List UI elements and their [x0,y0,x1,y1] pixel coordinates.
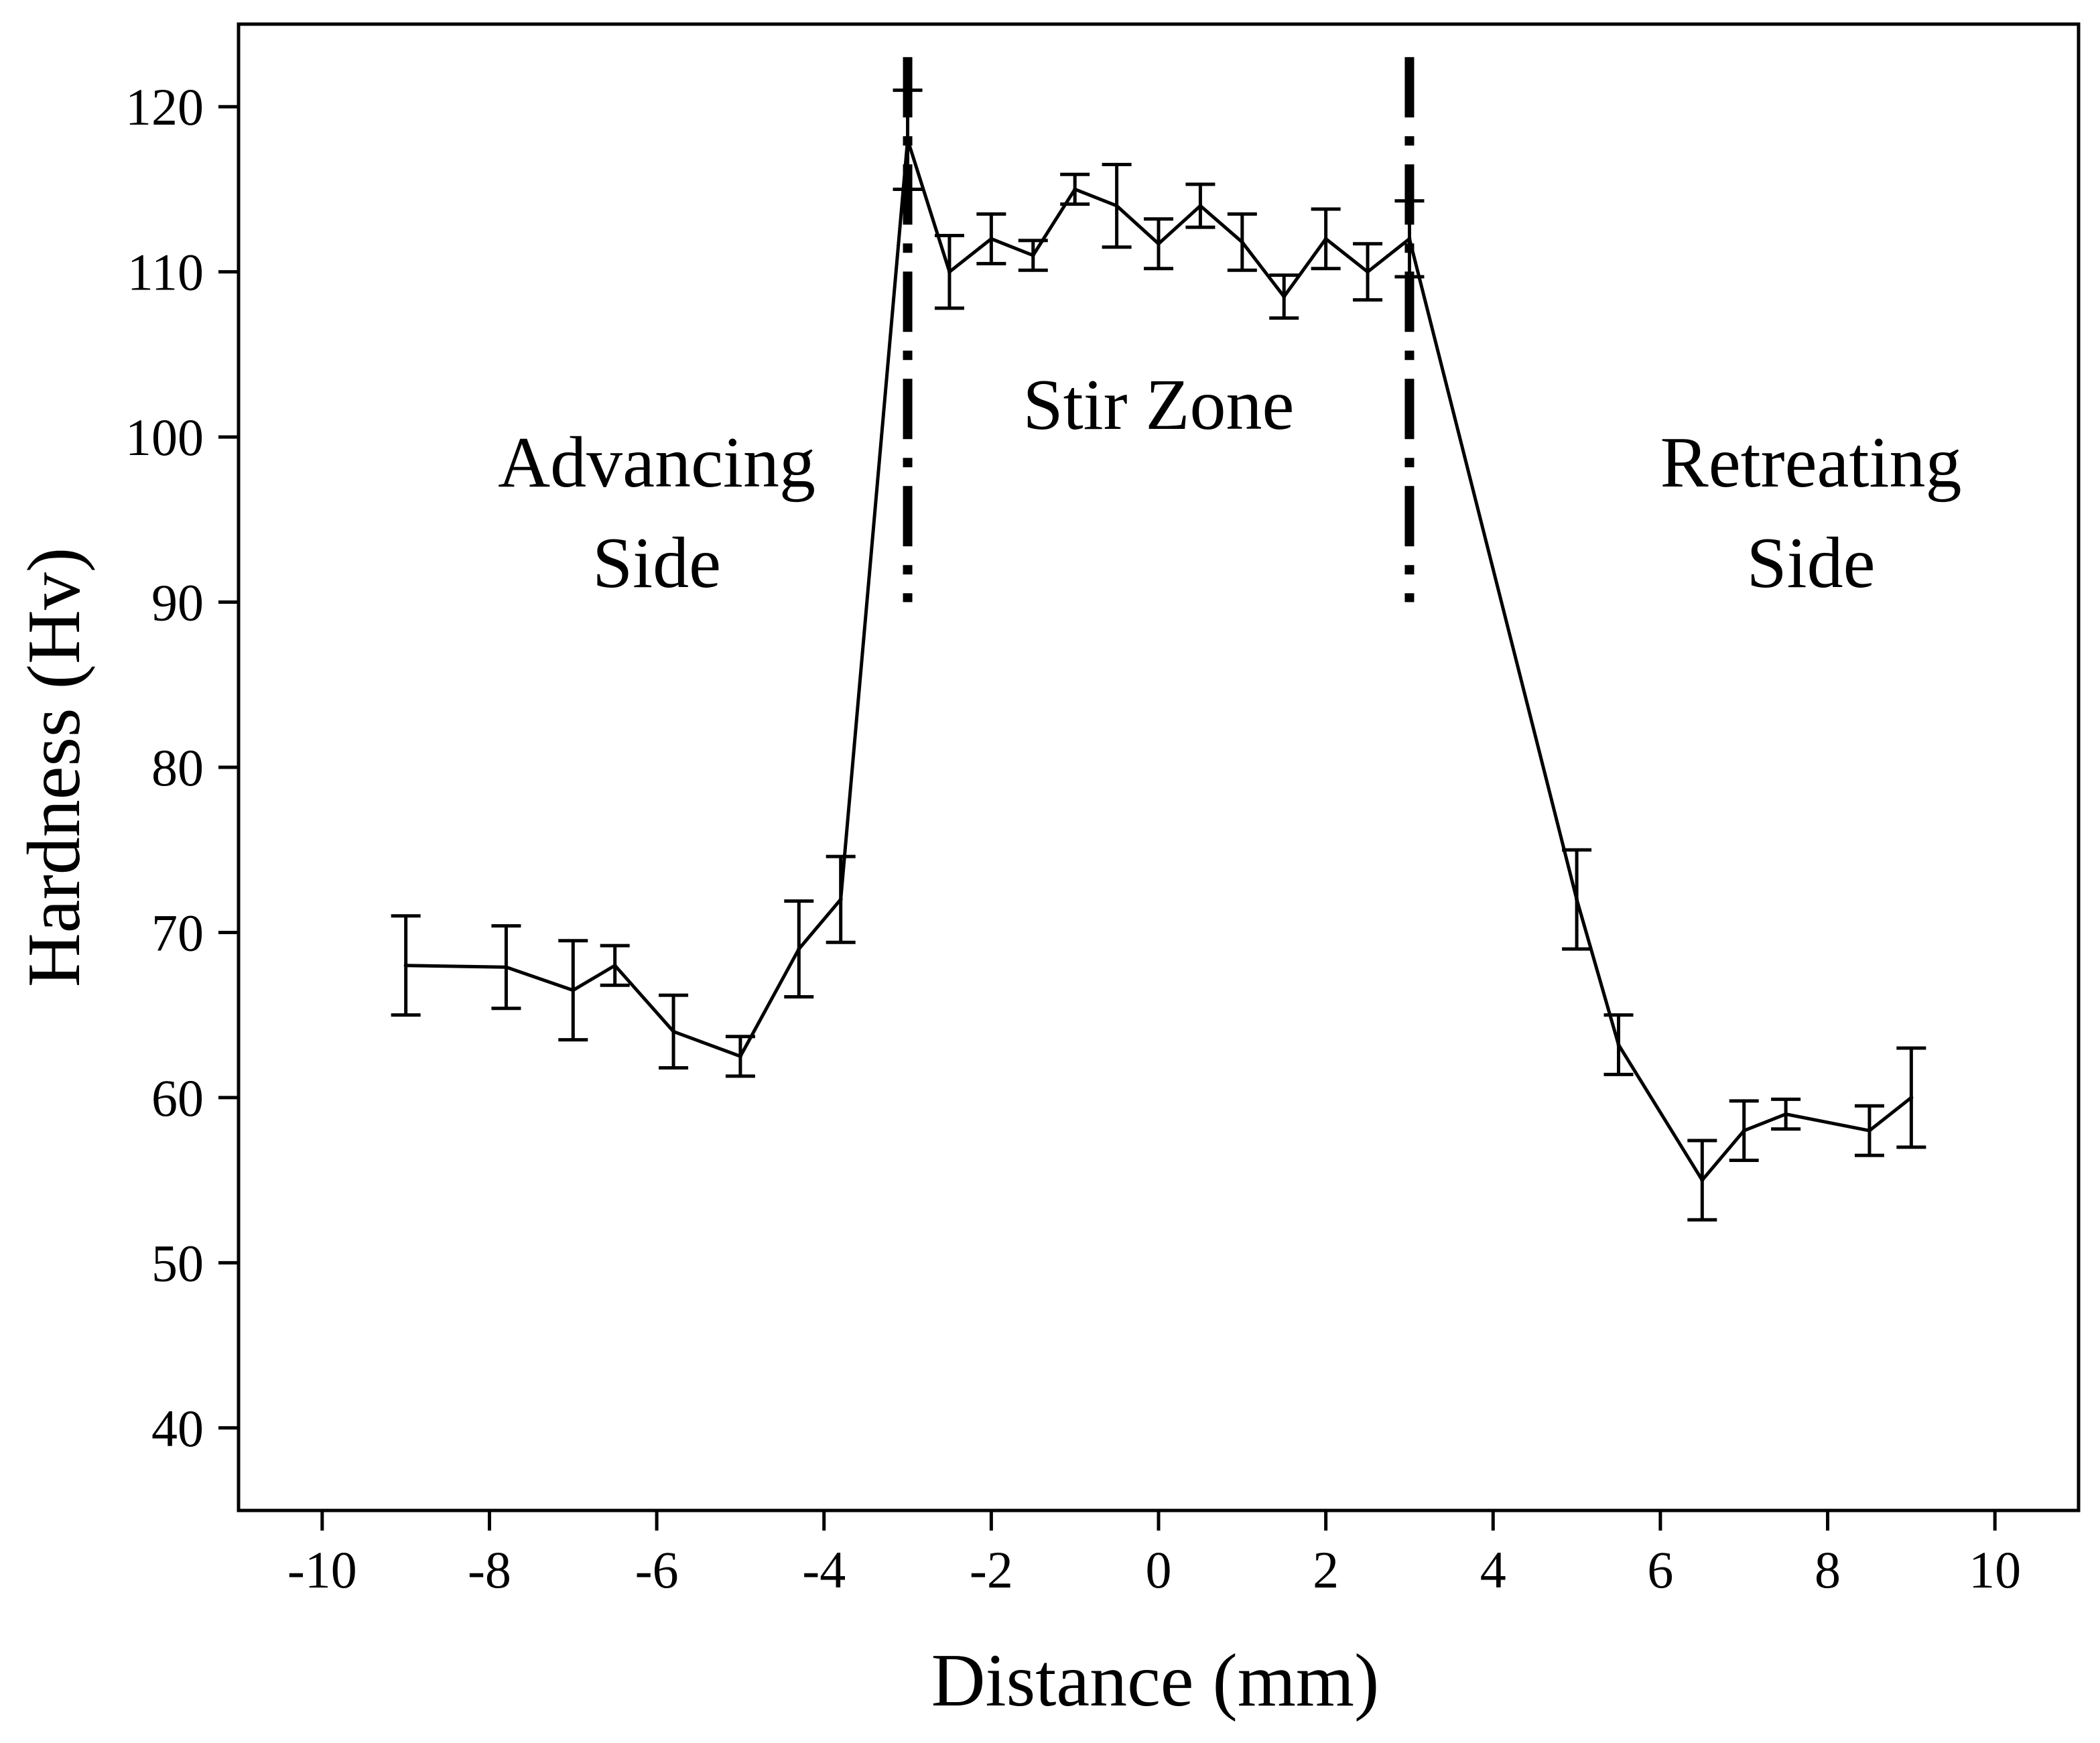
x-tick-label: 6 [1647,1541,1673,1599]
data-point [1323,237,1328,241]
region-label-line: Advancing [498,423,815,503]
x-tick-label: -4 [802,1541,846,1599]
data-point [1742,1128,1746,1133]
data-point [1157,241,1161,246]
data-point [1909,1095,1914,1100]
y-tick-label: 80 [151,738,204,797]
region-label-line: Side [1747,523,1876,603]
data-point [905,137,910,142]
y-tick-label: 40 [151,1399,204,1458]
data-point [1575,897,1579,902]
data-point [612,963,617,968]
y-tick-label: 50 [151,1234,204,1292]
zone-boundaries [903,57,1415,602]
data-point [671,1029,676,1034]
data-point [1073,187,1077,192]
data-point [403,963,408,968]
region-annotations: Advancing Side Stir Zone Retreating Side [498,365,1961,603]
data-point [1198,204,1203,208]
y-tick-label: 70 [151,903,204,962]
data-point [571,988,576,992]
y-tick-label: 90 [151,574,204,632]
data-point [838,897,843,902]
data-point [989,237,994,241]
data-point [1114,204,1119,208]
y-tick-label: 110 [127,243,204,302]
data-point [1031,253,1035,258]
x-axis-ticks: -10 -8 -6 -4 -2 0 2 4 6 8 10 [287,1510,2021,1599]
x-tick-label: -6 [635,1541,679,1599]
region-label: Retreating Side [1660,423,1962,603]
data-point [947,269,951,274]
x-tick-label: 10 [1969,1541,2021,1599]
data-point [1366,269,1370,274]
region-label: Advancing Side [498,423,815,603]
x-tick-label: 8 [1815,1541,1841,1599]
x-tick-label: 4 [1480,1541,1506,1599]
x-axis-title: Distance (mm) [931,1639,1380,1722]
data-point [1784,1112,1788,1116]
y-tick-label: 60 [151,1069,204,1127]
region-label-line: Stir Zone [1023,365,1295,445]
data-point [738,1054,742,1059]
data-point [504,965,509,970]
y-tick-label: 100 [125,408,204,466]
data-point [1616,1043,1621,1047]
error-bars [391,88,1926,1222]
hardness-series-line [405,138,1912,1182]
y-axis-ticks: 40 50 60 70 80 90 100 110 120 [125,78,239,1458]
region-label-line: Side [592,523,721,603]
x-tick-label: -10 [287,1541,357,1599]
x-tick-label: -8 [468,1541,511,1599]
data-point [797,947,801,952]
data-point [1407,237,1412,241]
y-tick-label: 120 [125,78,204,136]
region-label-line: Retreating [1660,423,1962,503]
x-tick-label: -2 [970,1541,1013,1599]
data-point [1700,1178,1705,1183]
x-tick-label: 0 [1146,1541,1172,1599]
x-tick-label: 2 [1313,1541,1339,1599]
data-point [1867,1128,1872,1133]
region-label: Stir Zone [1023,365,1295,445]
data-point [1240,240,1244,245]
data-series [403,137,1914,1183]
y-axis-title: Hardness (Hv) [13,547,96,987]
data-point [1282,294,1287,299]
